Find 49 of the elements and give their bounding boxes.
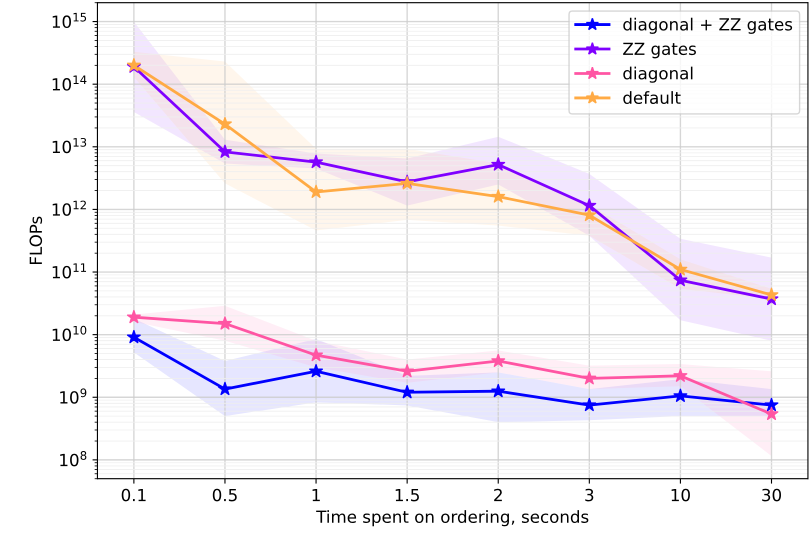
point [218,144,232,158]
x-tick-label: 1 [312,488,320,502]
point [764,406,778,420]
x-tick-label: 10 [672,488,690,502]
point [673,388,688,402]
y-tick-label: 10$^{14}$ [52,76,86,91]
point [673,262,688,276]
x-tick-label: 0.1 [122,488,146,502]
y-tick-label: 10$^{11}$ [52,263,86,278]
x-tick-label: 2 [494,488,502,502]
point [126,310,141,324]
point [582,208,596,222]
point [218,116,232,130]
point [673,368,688,382]
legend-label: default [623,91,681,104]
x-tick-label: 3 [585,488,594,502]
y-tick-label: 10$^{13}$ [52,138,86,154]
point [582,398,596,412]
point [491,157,506,171]
point [218,316,232,330]
legend-label: diagonal [623,66,692,83]
point [309,348,324,362]
point [491,189,506,203]
y-tick-label: 10$^{15}$ [52,12,86,28]
x-axis-title: Time spent on ordering, seconds [316,510,588,526]
point [582,198,596,212]
y-axis-title: FLOPs [29,216,42,264]
x-tick-label: 30 [762,488,781,502]
point [400,385,414,398]
y-tick-label: 10$^{8}$ [60,451,86,466]
point [218,382,232,396]
point [309,364,324,378]
point [764,288,778,302]
x-tick-label: 1.5 [396,488,419,502]
y-tick-label: 10$^{10}$ [52,326,86,342]
y-tick-label: 10$^{9}$ [60,388,86,404]
x-tick-label: 0.5 [212,488,237,502]
point [491,384,506,398]
point [582,371,596,384]
point [309,184,324,198]
point [764,398,778,412]
point [309,154,324,168]
point [400,364,414,378]
point [673,272,688,286]
point [126,330,141,344]
legend-label: ZZ gates [623,42,696,58]
y-tick-label: 10$^{12}$ [52,200,86,216]
legend-label: diagonal + ZZ gates [623,18,792,34]
point [491,354,506,367]
